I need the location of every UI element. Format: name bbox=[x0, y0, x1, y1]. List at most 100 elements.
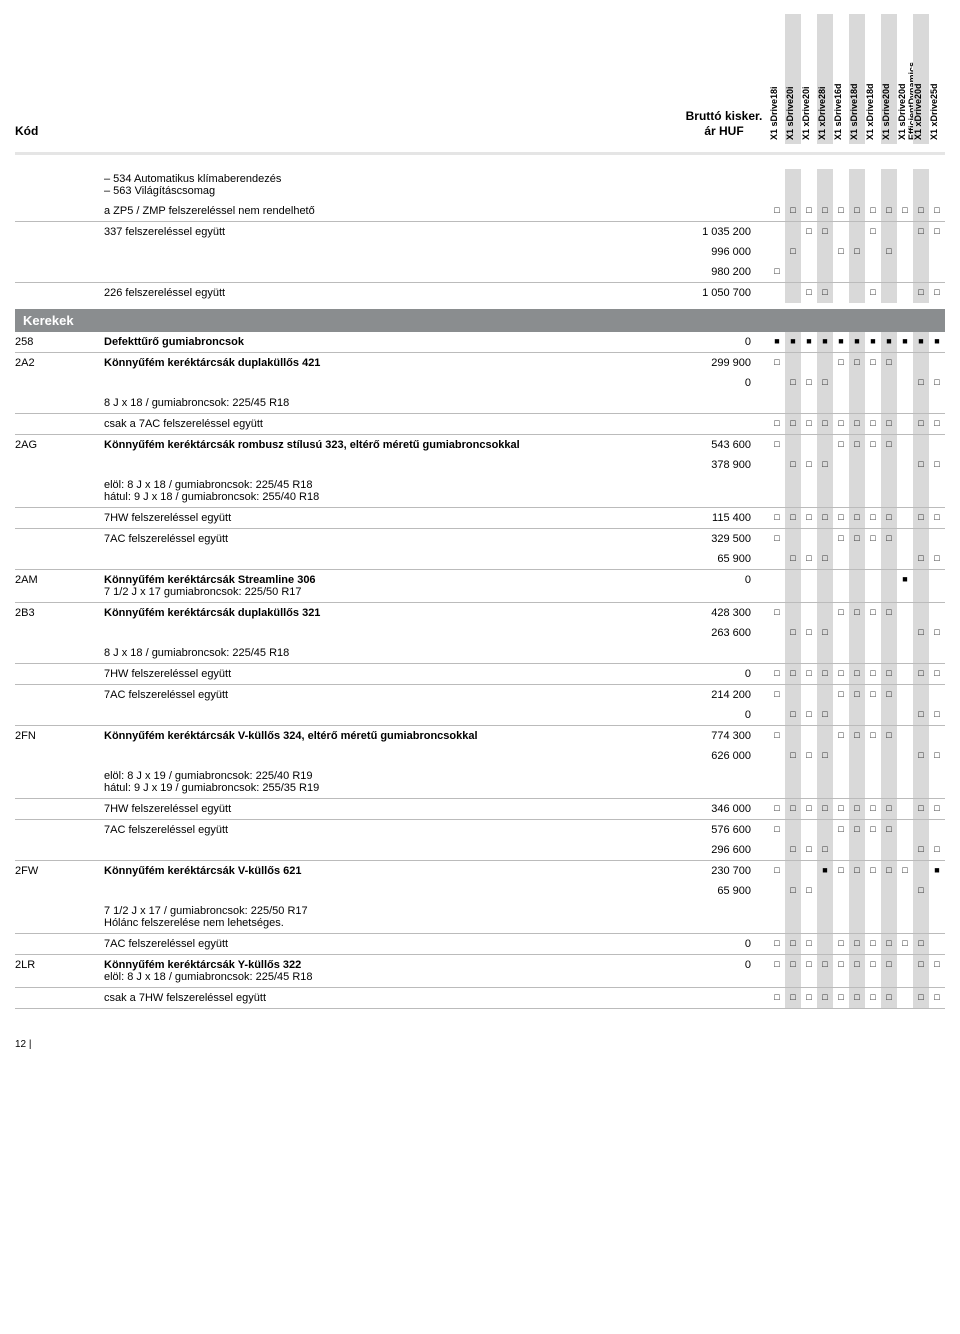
table-row: 263 600□□□□□ bbox=[15, 623, 945, 643]
mark-cell bbox=[897, 799, 913, 820]
mark-cell: □ bbox=[849, 242, 865, 262]
desc-cell bbox=[100, 549, 679, 570]
price-cell bbox=[679, 643, 769, 664]
table-row: 2AGKönnyűfém keréktárcsák rombusz stílus… bbox=[15, 435, 945, 456]
mark-cell: ■ bbox=[897, 332, 913, 353]
mark-cell: □ bbox=[849, 685, 865, 706]
mark-cell bbox=[881, 373, 897, 393]
mark-cell: □ bbox=[833, 414, 849, 435]
mark-cell bbox=[801, 169, 817, 201]
mark-cell: □ bbox=[929, 840, 945, 861]
desc-cell: 7 1/2 J x 17 / gumiabroncsok: 225/50 R17… bbox=[100, 901, 679, 934]
mark-cell: □ bbox=[769, 988, 785, 1009]
mark-cell bbox=[801, 685, 817, 706]
mark-cell bbox=[929, 881, 945, 901]
mark-cell: □ bbox=[849, 861, 865, 882]
mark-cell bbox=[849, 840, 865, 861]
mark-cell: □ bbox=[881, 726, 897, 747]
mark-cell: ■ bbox=[769, 332, 785, 353]
mark-cell: □ bbox=[929, 455, 945, 475]
mark-cell bbox=[897, 685, 913, 706]
mark-cell bbox=[769, 393, 785, 414]
mark-cell bbox=[897, 283, 913, 304]
mark-cell: □ bbox=[929, 664, 945, 685]
mark-cell bbox=[897, 766, 913, 799]
mark-cell bbox=[897, 169, 913, 201]
mark-cell: □ bbox=[817, 955, 833, 988]
mark-cell: □ bbox=[785, 664, 801, 685]
code-cell bbox=[15, 840, 100, 861]
mark-cell: □ bbox=[913, 283, 929, 304]
table-row: 2LRKönnyűfém keréktárcsák Y-küllős 322el… bbox=[15, 955, 945, 988]
mark-cell bbox=[913, 861, 929, 882]
mark-cell: ■ bbox=[929, 332, 945, 353]
mark-cell bbox=[769, 746, 785, 766]
price-cell bbox=[679, 988, 769, 1009]
code-cell bbox=[15, 934, 100, 955]
mark-cell: □ bbox=[801, 549, 817, 570]
mark-cell bbox=[849, 549, 865, 570]
mark-cell bbox=[897, 242, 913, 262]
mark-cell bbox=[897, 664, 913, 685]
column-header: X1 xDrive28i bbox=[817, 14, 833, 144]
mark-cell bbox=[785, 222, 801, 243]
mark-cell: □ bbox=[849, 435, 865, 456]
mark-cell bbox=[769, 881, 785, 901]
mark-cell: □ bbox=[881, 529, 897, 550]
table-row: 2FNKönnyűfém keréktárcsák V-küllős 324, … bbox=[15, 726, 945, 747]
mark-cell: □ bbox=[929, 623, 945, 643]
price-cell bbox=[679, 475, 769, 508]
mark-cell: □ bbox=[913, 201, 929, 222]
price-cell: 0 bbox=[679, 570, 769, 603]
mark-cell: □ bbox=[801, 746, 817, 766]
mark-cell bbox=[769, 283, 785, 304]
mark-cell: □ bbox=[785, 373, 801, 393]
mark-cell bbox=[849, 283, 865, 304]
code-cell bbox=[15, 549, 100, 570]
code-cell: 2LR bbox=[15, 955, 100, 988]
mark-cell: □ bbox=[801, 201, 817, 222]
table-row: a ZP5 / ZMP felszereléssel nem rendelhet… bbox=[15, 201, 945, 222]
mark-cell bbox=[801, 435, 817, 456]
mark-cell bbox=[929, 603, 945, 624]
mark-cell bbox=[817, 820, 833, 841]
mark-cell bbox=[849, 169, 865, 201]
mark-cell bbox=[929, 820, 945, 841]
price-cell: 346 000 bbox=[679, 799, 769, 820]
mark-cell: □ bbox=[913, 373, 929, 393]
mark-cell bbox=[785, 901, 801, 934]
mark-cell bbox=[897, 726, 913, 747]
mark-cell bbox=[817, 529, 833, 550]
mark-cell: □ bbox=[881, 242, 897, 262]
mark-cell bbox=[833, 475, 849, 508]
mark-cell: □ bbox=[769, 529, 785, 550]
mark-cell bbox=[817, 353, 833, 374]
mark-cell: □ bbox=[849, 508, 865, 529]
mark-cell bbox=[785, 766, 801, 799]
mark-cell bbox=[785, 393, 801, 414]
mark-cell: □ bbox=[929, 373, 945, 393]
price-cell: 329 500 bbox=[679, 529, 769, 550]
table-row: 7AC felszereléssel együtt576 600□□□□□ bbox=[15, 820, 945, 841]
mark-cell bbox=[897, 262, 913, 283]
mark-cell: ■ bbox=[817, 861, 833, 882]
mark-cell bbox=[897, 901, 913, 934]
price-cell: 980 200 bbox=[679, 262, 769, 283]
desc-cell: Könnyűfém keréktárcsák V-küllős 324, elt… bbox=[100, 726, 679, 747]
mark-cell: □ bbox=[817, 664, 833, 685]
mark-cell: □ bbox=[929, 746, 945, 766]
mark-cell: □ bbox=[865, 353, 881, 374]
desc-cell: 7AC felszereléssel együtt bbox=[100, 934, 679, 955]
mark-cell: □ bbox=[801, 664, 817, 685]
price-cell: 65 900 bbox=[679, 549, 769, 570]
mark-cell bbox=[881, 222, 897, 243]
desc-cell: 337 felszereléssel együtt bbox=[100, 222, 679, 243]
mark-cell: □ bbox=[849, 934, 865, 955]
mark-cell bbox=[833, 393, 849, 414]
mark-cell bbox=[785, 603, 801, 624]
mark-cell bbox=[865, 373, 881, 393]
price-cell: 543 600 bbox=[679, 435, 769, 456]
column-header: X1 sDrive18i bbox=[769, 14, 785, 144]
mark-cell bbox=[849, 623, 865, 643]
desc-cell: 7HW felszereléssel együtt bbox=[100, 664, 679, 685]
